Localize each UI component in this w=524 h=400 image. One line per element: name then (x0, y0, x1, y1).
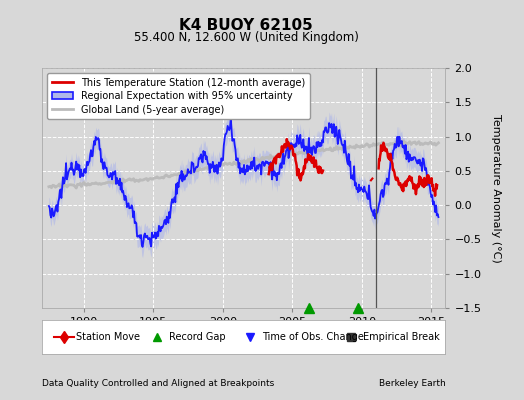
Text: K4 BUOY 62105: K4 BUOY 62105 (179, 18, 313, 33)
Legend: This Temperature Station (12-month average), Regional Expectation with 95% uncer: This Temperature Station (12-month avera… (47, 73, 310, 119)
Text: Station Move: Station Move (76, 332, 140, 342)
Text: Time of Obs. Change: Time of Obs. Change (262, 332, 364, 342)
Y-axis label: Temperature Anomaly (°C): Temperature Anomaly (°C) (491, 114, 501, 262)
Text: Empirical Break: Empirical Break (363, 332, 440, 342)
Text: Record Gap: Record Gap (169, 332, 226, 342)
Text: 55.400 N, 12.600 W (United Kingdom): 55.400 N, 12.600 W (United Kingdom) (134, 31, 359, 44)
Text: Data Quality Controlled and Aligned at Breakpoints: Data Quality Controlled and Aligned at B… (42, 379, 274, 388)
Text: Berkeley Earth: Berkeley Earth (379, 379, 445, 388)
